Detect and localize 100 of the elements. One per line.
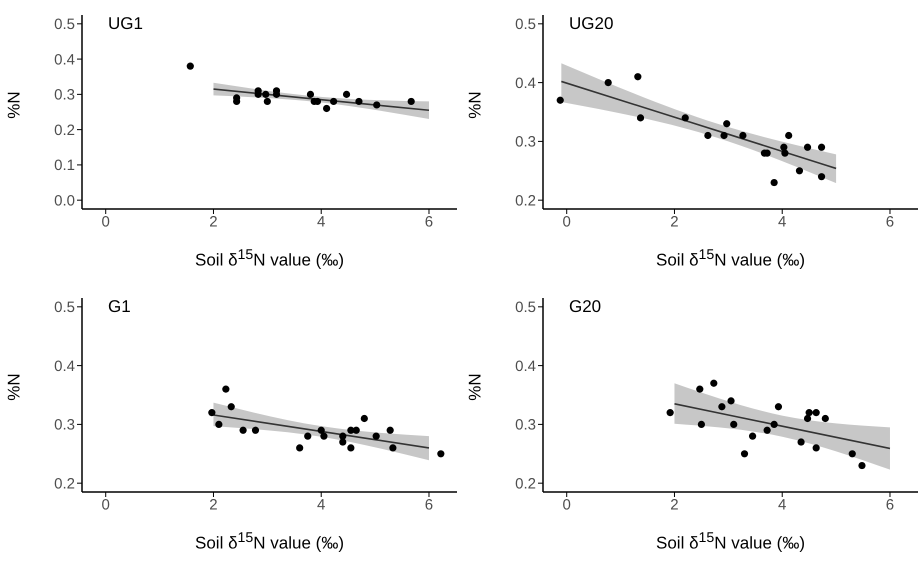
y-tick-label: 0.4 xyxy=(54,51,75,68)
y-tick-label: 0.5 xyxy=(54,16,75,34)
x-tick-label: 0 xyxy=(562,496,571,514)
point xyxy=(373,101,380,109)
point xyxy=(318,426,325,434)
point xyxy=(812,444,820,452)
y-tick-label: 0.2 xyxy=(54,475,75,492)
x-axis-title: Soil δ$^{15}$N value (‰) xyxy=(194,530,345,554)
y-tick-label: 0.4 xyxy=(54,357,75,374)
point xyxy=(372,432,380,440)
y-tick-label: 0.1 xyxy=(54,157,75,174)
point xyxy=(347,444,354,452)
chart-title: G1 xyxy=(108,296,131,316)
y-tick-label: 0.3 xyxy=(515,134,536,151)
x-tick-label: 6 xyxy=(424,214,434,231)
point xyxy=(822,414,829,422)
y-tick-label: 0.5 xyxy=(515,16,536,34)
point xyxy=(339,432,346,440)
point xyxy=(304,432,312,440)
x-axis-title: Soil δ$^{15}$N value (‰) xyxy=(194,247,345,271)
point xyxy=(727,396,735,404)
y-axis-title: %N xyxy=(5,90,25,118)
point xyxy=(748,432,756,440)
point xyxy=(774,402,782,410)
y-tick-label: 0.4 xyxy=(515,74,536,92)
point xyxy=(682,114,689,122)
point xyxy=(355,98,363,106)
point xyxy=(696,385,704,392)
point xyxy=(770,420,778,428)
point xyxy=(296,444,304,452)
point xyxy=(437,450,444,457)
x-tick-label: 0 xyxy=(102,496,110,514)
y-axis-title: %N xyxy=(466,90,486,118)
y-tick-label: 0.3 xyxy=(515,416,536,434)
point xyxy=(342,90,350,98)
x-tick-label: 6 xyxy=(886,214,894,231)
y-tick-label: 0.4 xyxy=(515,357,536,374)
point xyxy=(720,132,728,140)
point xyxy=(797,438,805,446)
point xyxy=(306,90,314,98)
x-tick-label: 4 xyxy=(317,496,326,514)
point xyxy=(785,132,792,140)
point xyxy=(739,132,746,140)
point xyxy=(848,450,856,457)
x-tick-label: 4 xyxy=(778,496,786,514)
point xyxy=(352,426,360,434)
point xyxy=(796,167,804,174)
point xyxy=(858,461,866,469)
point xyxy=(770,178,778,186)
chart-title: UG1 xyxy=(108,14,143,34)
x-axis-title: Soil δ$^{15}$N value (‰) xyxy=(655,247,806,271)
point xyxy=(360,414,368,422)
point xyxy=(780,144,788,151)
point xyxy=(704,132,712,140)
point xyxy=(228,402,235,410)
x-axis-title: Soil δ$^{15}$N value (‰) xyxy=(655,530,806,554)
point xyxy=(812,408,820,416)
x-tick-label: 2 xyxy=(670,214,679,231)
point xyxy=(710,379,718,386)
point xyxy=(389,444,396,452)
point xyxy=(323,104,330,112)
point xyxy=(666,408,674,416)
point xyxy=(215,420,222,428)
y-tick-label: 0.2 xyxy=(515,192,536,210)
chart-title: G20 xyxy=(569,296,602,316)
point xyxy=(718,402,726,410)
point xyxy=(781,150,789,157)
x-tick-label: 2 xyxy=(209,214,218,231)
x-tick-label: 6 xyxy=(886,496,894,514)
y-tick-label: 0.5 xyxy=(54,298,75,316)
y-tick-label: 0.2 xyxy=(515,475,536,492)
point xyxy=(208,408,216,416)
y-axis-title: %N xyxy=(5,373,25,401)
y-tick-label: 0.2 xyxy=(54,122,75,139)
point xyxy=(634,73,642,80)
x-tick-label: 0 xyxy=(562,214,571,231)
point xyxy=(804,144,812,151)
point xyxy=(818,173,826,180)
point xyxy=(730,420,738,428)
point xyxy=(740,450,748,457)
point xyxy=(806,408,813,416)
x-tick-label: 4 xyxy=(778,214,786,231)
point xyxy=(604,79,612,86)
chart-title: UG20 xyxy=(569,14,614,34)
y-tick-label: 0.3 xyxy=(54,86,75,104)
x-tick-label: 2 xyxy=(670,496,679,514)
point xyxy=(723,120,730,128)
x-tick-label: 2 xyxy=(209,496,218,514)
y-tick-label: 0.0 xyxy=(54,192,75,210)
point xyxy=(698,420,706,428)
point xyxy=(818,144,826,151)
y-tick-label: 0.5 xyxy=(515,298,536,316)
point xyxy=(764,426,771,434)
x-tick-label: 0 xyxy=(102,214,110,231)
x-tick-label: 6 xyxy=(424,496,434,514)
point xyxy=(386,426,394,434)
point xyxy=(262,90,270,98)
point xyxy=(636,114,644,122)
point xyxy=(222,385,230,392)
point xyxy=(330,98,338,106)
